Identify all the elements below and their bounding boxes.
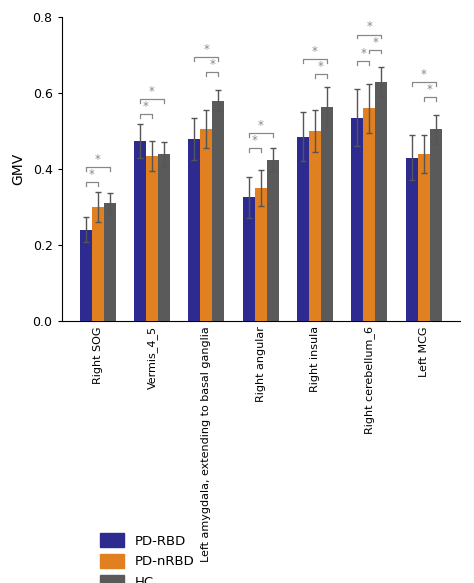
- Text: *: *: [421, 68, 427, 81]
- Text: *: *: [95, 153, 100, 166]
- Bar: [364, 108, 375, 321]
- Text: *: *: [203, 43, 210, 56]
- Text: *: *: [373, 36, 378, 48]
- Bar: [104, 203, 116, 321]
- Bar: [430, 129, 442, 321]
- Text: *: *: [258, 119, 264, 132]
- Bar: [189, 139, 201, 321]
- Bar: [91, 207, 104, 321]
- Text: *: *: [361, 47, 366, 60]
- Text: *: *: [312, 45, 318, 58]
- Text: *: *: [89, 168, 95, 181]
- Legend: PD-RBD, PD-nRBD, HC: PD-RBD, PD-nRBD, HC: [100, 533, 194, 583]
- Bar: [146, 156, 158, 321]
- Text: *: *: [252, 134, 258, 147]
- Bar: [158, 154, 170, 321]
- Bar: [321, 107, 333, 321]
- Bar: [134, 141, 146, 321]
- Text: *: *: [143, 100, 149, 113]
- Bar: [80, 230, 91, 321]
- Text: *: *: [149, 85, 155, 98]
- Text: *: *: [210, 58, 215, 71]
- Bar: [375, 82, 387, 321]
- Bar: [418, 154, 430, 321]
- Bar: [243, 198, 255, 321]
- Bar: [212, 101, 224, 321]
- Bar: [406, 158, 418, 321]
- Bar: [309, 131, 321, 321]
- Bar: [255, 188, 267, 321]
- Text: *: *: [366, 20, 373, 33]
- Y-axis label: GMV: GMV: [12, 153, 26, 185]
- Bar: [267, 160, 279, 321]
- Text: *: *: [427, 83, 433, 96]
- Bar: [297, 137, 309, 321]
- Text: *: *: [318, 60, 324, 73]
- Bar: [351, 118, 364, 321]
- Bar: [201, 129, 212, 321]
